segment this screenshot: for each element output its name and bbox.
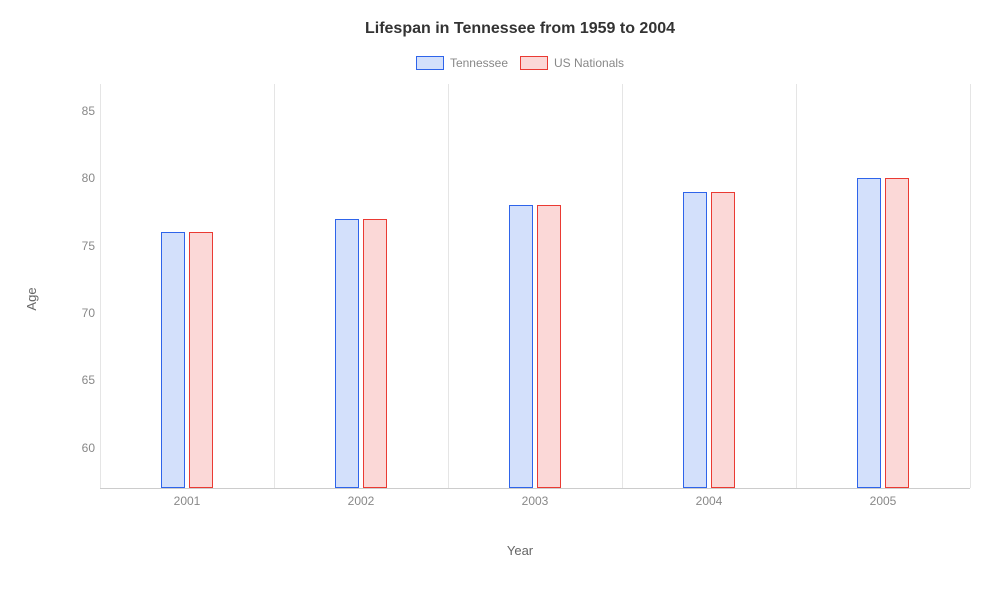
legend-item-tennessee: Tennessee bbox=[416, 56, 508, 70]
x-tick: 2004 bbox=[696, 494, 723, 508]
gridline-v bbox=[100, 84, 101, 488]
gridline-v bbox=[622, 84, 623, 488]
x-tick: 2001 bbox=[174, 494, 201, 508]
y-tick: 65 bbox=[70, 373, 95, 387]
bar bbox=[537, 205, 561, 488]
gridline-v bbox=[274, 84, 275, 488]
bar bbox=[711, 192, 735, 488]
legend-swatch-us-nationals bbox=[520, 56, 548, 70]
gridline-v bbox=[448, 84, 449, 488]
y-axis-label: Age bbox=[24, 287, 39, 310]
y-tick: 75 bbox=[70, 239, 95, 253]
chart-title: Lifespan in Tennessee from 1959 to 2004 bbox=[70, 20, 970, 38]
x-axis-label: Year bbox=[507, 543, 533, 558]
bar bbox=[189, 232, 213, 488]
bar bbox=[509, 205, 533, 488]
bar bbox=[363, 219, 387, 488]
bar bbox=[683, 192, 707, 488]
gridline-v bbox=[796, 84, 797, 488]
gridline-v bbox=[970, 84, 971, 488]
chart-container: Lifespan in Tennessee from 1959 to 2004 … bbox=[0, 0, 1000, 600]
y-tick: 70 bbox=[70, 306, 95, 320]
x-tick: 2005 bbox=[870, 494, 897, 508]
x-tick: 2002 bbox=[348, 494, 375, 508]
y-tick: 85 bbox=[70, 104, 95, 118]
legend-label: US Nationals bbox=[554, 56, 624, 70]
plot-area: 60657075808520012002200320042005 bbox=[100, 84, 970, 489]
bar bbox=[161, 232, 185, 488]
x-tick: 2003 bbox=[522, 494, 549, 508]
legend-label: Tennessee bbox=[450, 56, 508, 70]
bar bbox=[857, 178, 881, 488]
y-tick: 80 bbox=[70, 171, 95, 185]
legend-item-us-nationals: US Nationals bbox=[520, 56, 624, 70]
legend: Tennessee US Nationals bbox=[70, 56, 970, 70]
y-tick: 60 bbox=[70, 441, 95, 455]
bar bbox=[335, 219, 359, 488]
plot-wrapper: Age Year 6065707580852001200220032004200… bbox=[70, 84, 970, 514]
bar bbox=[885, 178, 909, 488]
legend-swatch-tennessee bbox=[416, 56, 444, 70]
